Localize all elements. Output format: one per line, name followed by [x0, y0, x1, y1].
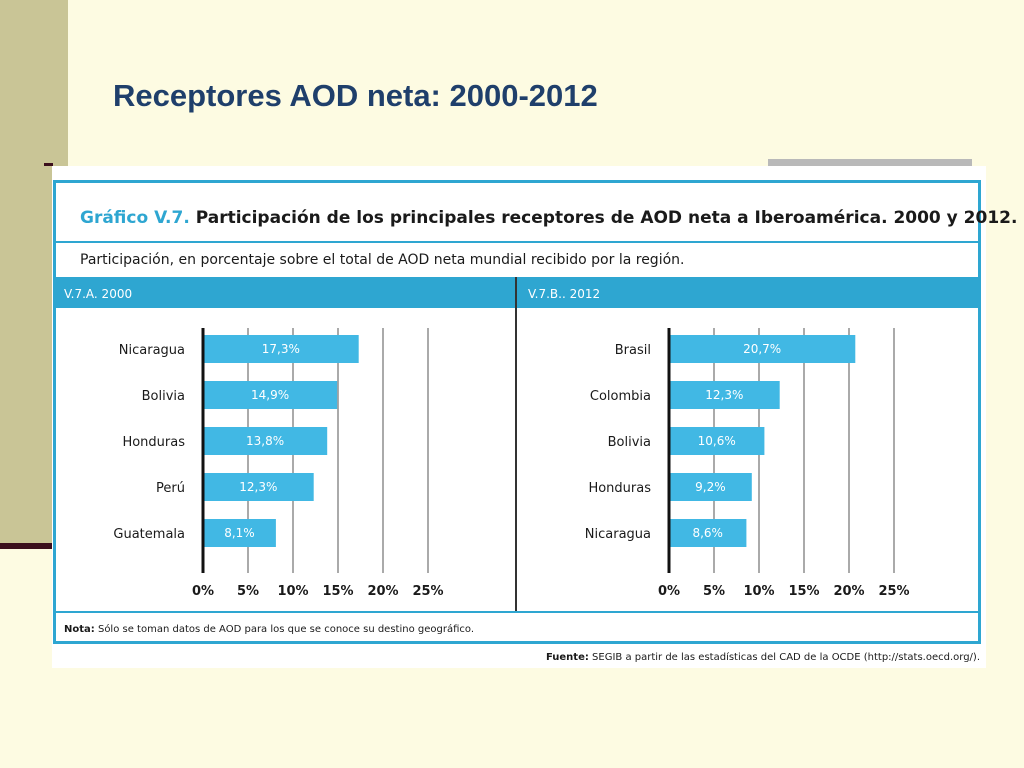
chart-2000-x-tick-label: 25% — [412, 584, 443, 599]
chart-2012-category-label: Nicaragua — [585, 527, 651, 542]
chart-2012-x-tick-label: 15% — [788, 584, 819, 599]
chart-2000-category-label: Perú — [156, 481, 185, 496]
chart-2000-bar — [204, 381, 338, 409]
panel-label-2012: V.7.B.. 2012 — [528, 287, 601, 301]
chart-2012-bar — [670, 519, 747, 547]
chart-2000-category-label: Nicaragua — [119, 343, 185, 358]
figure-note: Nota: Sólo se toman datos de AOD para lo… — [64, 624, 474, 635]
chart-2000-value-label: 14,9% — [251, 388, 289, 402]
chart-2000-x-tick-label: 0% — [192, 584, 214, 599]
chart-2000-x-tick-label: 20% — [367, 584, 398, 599]
note-text: Sólo se toman datos de AOD para los que … — [97, 624, 475, 635]
chart-2012-x-tick-label: 25% — [878, 584, 909, 599]
panel-header-band — [56, 277, 980, 308]
panel-label-2000: V.7.A. 2000 — [64, 287, 133, 301]
decorative-tab — [768, 159, 972, 167]
chart-2012-bar — [670, 335, 856, 363]
chart-2000-x-tick-label: 5% — [237, 584, 259, 599]
chart-2012-x-tick-label: 5% — [703, 584, 725, 599]
chart-2000-bar — [204, 335, 359, 363]
chart-2012-bar — [670, 427, 765, 455]
figure-panel: Gráfico V.7. Participación de los princi… — [52, 166, 1017, 668]
chart-2012-x-tick-label: 10% — [743, 584, 774, 599]
chart-2000-x-tick-label: 10% — [277, 584, 308, 599]
chart-2000-value-label: 12,3% — [239, 480, 277, 494]
chart-2000-category-label: Guatemala — [113, 527, 185, 542]
figure-title-prefix: Gráfico V.7. — [80, 208, 190, 228]
figure-title-main: Participación de los principales recepto… — [195, 208, 1018, 228]
chart-2000-x-tick-label: 15% — [322, 584, 353, 599]
chart-2000-value-label: 8,1% — [224, 526, 255, 540]
chart-2012: 0% 5% 10% 15% 20% 25% 20,7% Brasil 12,3% Colombia… — [585, 328, 910, 599]
chart-2012-bar — [670, 473, 752, 501]
panel-divider — [515, 277, 517, 611]
chart-2012-value-label: 10,6% — [698, 434, 736, 448]
chart-2000-category-label: Honduras — [122, 435, 185, 450]
title-rule — [56, 241, 980, 243]
chart-2000-value-label: 13,8% — [246, 434, 284, 448]
chart-2012-category-label: Honduras — [588, 481, 651, 496]
chart-2000-bar — [204, 427, 328, 455]
figure-subtitle: Participación, en porcentaje sobre el to… — [80, 252, 685, 268]
chart-2012-category-label: Colombia — [590, 389, 651, 404]
note-rule — [56, 611, 980, 613]
chart-2012-category-label: Bolivia — [608, 435, 651, 450]
chart-2000-bar — [204, 519, 276, 547]
chart-2012-value-label: 8,6% — [692, 526, 723, 540]
chart-2012-category-label: Brasil — [615, 343, 651, 358]
source-label: Fuente: — [545, 652, 589, 663]
chart-2000-category-label: Bolivia — [142, 389, 185, 404]
chart-2012-x-tick-label: 0% — [658, 584, 680, 599]
note-label: Nota: — [64, 624, 95, 635]
chart-2000-value-label: 17,3% — [262, 342, 300, 356]
source-text: SEGIB a partir de las estadísticas del C… — [592, 652, 980, 663]
chart-2012-value-label: 20,7% — [743, 342, 781, 356]
chart-2012-bar — [670, 381, 780, 409]
slide-title: Receptores AOD neta: 2000-2012 — [113, 78, 598, 113]
figure-frame — [53, 180, 981, 644]
chart-2000: 0% 5% 10% 15% 20% 25% 17,3% Nicaragua 14,9% Boliv… — [113, 328, 444, 599]
decorative-rule — [0, 543, 56, 549]
chart-2012-value-label: 12,3% — [705, 388, 743, 402]
figure-source: Fuente: SEGIB a partir de las estadístic… — [546, 652, 980, 663]
chart-2000-bar — [204, 473, 314, 501]
chart-2012-value-label: 9,2% — [695, 480, 726, 494]
figure-title: Gráfico V.7. Participación de los princi… — [80, 208, 1017, 228]
decorative-tick — [44, 163, 53, 166]
chart-2012-x-tick-label: 20% — [833, 584, 864, 599]
